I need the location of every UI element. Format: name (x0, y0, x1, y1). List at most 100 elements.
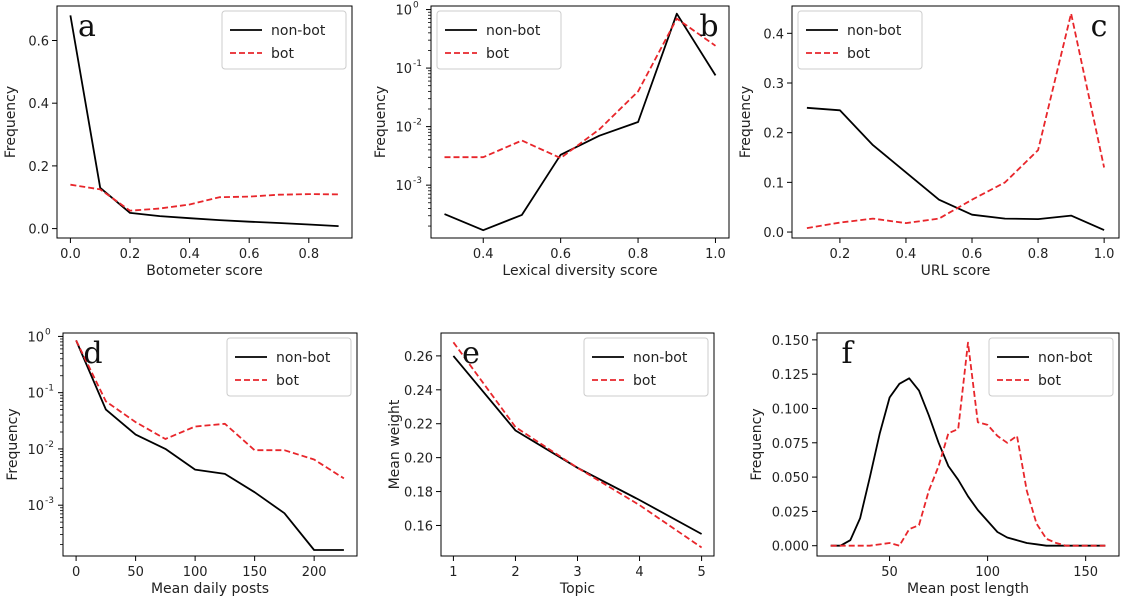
series-line-non-bot (452, 355, 703, 535)
y-tick-label: 0.0 (763, 226, 784, 241)
y-tick-label: 0.100 (772, 402, 809, 417)
y-tick-label: 0.26 (404, 350, 433, 365)
x-tick-label: 150 (242, 565, 267, 580)
x-tick-label: 0.8 (1028, 247, 1049, 262)
y-tick-label: 10 (395, 179, 412, 194)
series-line-non-bot (75, 340, 344, 551)
y-tick-label: 10 (27, 387, 44, 402)
y-tick-exponent: -1 (413, 59, 422, 69)
axes-frame (791, 5, 1120, 239)
legend: non-bot bot (226, 337, 352, 397)
y-tick-label: 0.2 (763, 127, 784, 142)
legend: non-bot bot (436, 10, 562, 70)
x-tick-label: 100 (975, 565, 1000, 580)
x-tick-label: 0.8 (628, 247, 649, 262)
y-tick-label: 0.18 (404, 486, 433, 501)
legend-label: bot (271, 46, 294, 62)
legend-label: non-bot (276, 350, 331, 366)
y-tick-label: 10 (27, 499, 44, 514)
legend-box (988, 337, 1114, 397)
legend-box (583, 337, 709, 397)
y-tick-label: 0.6 (28, 34, 49, 49)
x-tick-label: 0.6 (962, 247, 983, 262)
y-tick-label: 10 (395, 4, 412, 19)
legend-label: bot (1038, 373, 1061, 389)
y-tick-exponent: -3 (413, 176, 422, 186)
legend: non-bot bot (797, 10, 923, 70)
legend-box (226, 337, 352, 397)
x-tick-label: 1.0 (705, 247, 726, 262)
axes-frame (816, 332, 1120, 557)
y-tick-label: 0.1 (763, 176, 784, 191)
x-tick-label: 0.6 (239, 247, 260, 262)
y-tick-exponent: -1 (45, 384, 54, 394)
y-tick-label: 0.050 (772, 471, 809, 486)
panel-e: 1 2 3 4 5 0.16 0.18 0.20 0.22 0.24 0.26 Topic Mean w… (387, 332, 715, 597)
legend-label: non-bot (847, 23, 902, 39)
y-tick-label: 0.3 (763, 77, 784, 92)
y-tick-label: 0.4 (763, 27, 784, 42)
series-line-bot (830, 341, 1106, 547)
x-tick-label: 0.4 (179, 247, 200, 262)
x-tick-label: 0.2 (830, 247, 851, 262)
y-tick-label: 0.125 (772, 368, 809, 383)
panel-letter: c (1091, 9, 1108, 44)
axes-frame (62, 332, 358, 557)
x-axis-label: Lexical diversity score (502, 263, 657, 279)
y-tick-label: 0.24 (404, 384, 433, 399)
panel-letter: e (462, 336, 480, 371)
x-tick-label: 0.4 (473, 247, 494, 262)
x-tick-label: 3 (573, 565, 581, 580)
x-axis-label: Mean post length (907, 581, 1029, 596)
x-tick-label: 0.2 (120, 247, 141, 262)
series-line-non-bot (806, 106, 1105, 231)
y-axis-label: Frequency (373, 86, 389, 158)
y-tick-label: 10 (395, 62, 412, 77)
x-tick-label: 50 (881, 565, 898, 580)
x-axis-label: URL score (921, 263, 991, 279)
y-tick-exponent: -3 (45, 496, 54, 506)
y-axis-label: Mean weight (387, 399, 403, 489)
x-tick-label: 50 (127, 565, 144, 580)
panel-letter: d (83, 336, 102, 371)
y-tick-exponent: 0 (413, 1, 419, 11)
legend-label: bot (486, 46, 509, 62)
x-axis-label: Mean daily posts (151, 581, 269, 596)
x-tick-label: 1.0 (1094, 247, 1115, 262)
y-tick-label: 10 (27, 443, 44, 458)
legend-label: bot (633, 373, 656, 389)
y-tick-label: 0.20 (404, 452, 433, 467)
y-tick-label: 10 (395, 121, 412, 136)
y-tick-exponent: -2 (413, 118, 422, 128)
y-tick-label: 0.150 (772, 334, 809, 349)
x-tick-label: 2 (511, 565, 519, 580)
y-tick-label: 0.4 (28, 97, 49, 112)
y-tick-label: 0.025 (772, 505, 809, 520)
x-tick-label: 0.0 (60, 247, 81, 262)
y-axis-label: Frequency (5, 408, 21, 480)
panel-letter: f (841, 336, 854, 371)
legend-label: bot (847, 46, 870, 62)
legend-box (221, 10, 347, 70)
x-tick-label: 0 (72, 565, 80, 580)
y-axis-label: Frequency (3, 86, 19, 158)
legend-box (797, 10, 923, 70)
y-tick-label: 0.0 (28, 223, 49, 238)
x-tick-label: 0.4 (896, 247, 917, 262)
panel-f: 50 100 150 0.000 0.025 0.050 0.075 0.100 0.125 0.… (749, 332, 1120, 597)
y-tick-label: 10 (27, 330, 44, 345)
axes-frame (430, 5, 730, 239)
legend-label: non-bot (1038, 350, 1093, 366)
series-line-bot (806, 12, 1105, 229)
legend-label: non-bot (633, 350, 688, 366)
series-line-non-bot (830, 377, 1106, 547)
x-axis-label: Topic (559, 581, 595, 596)
x-tick-label: 150 (1073, 565, 1098, 580)
legend: non-bot bot (583, 337, 709, 397)
y-tick-label: 0.16 (404, 519, 433, 534)
legend-box (436, 10, 562, 70)
x-tick-label: 1 (449, 565, 457, 580)
x-tick-label: 100 (183, 565, 208, 580)
